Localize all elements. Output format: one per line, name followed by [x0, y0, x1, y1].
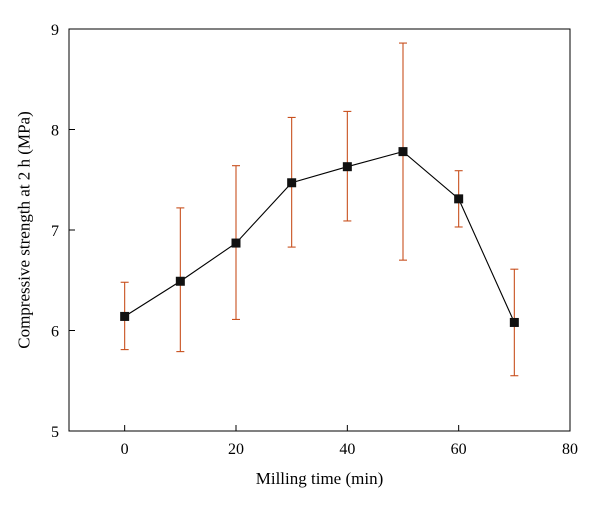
axes	[68, 28, 571, 432]
markers	[120, 147, 519, 327]
x-axis-title: Milling time (min)	[256, 469, 384, 488]
data-point	[175, 276, 185, 286]
plot-frame	[68, 28, 571, 432]
x-tick-label: 80	[562, 441, 578, 458]
error-bars	[120, 42, 519, 377]
data-point	[454, 194, 464, 204]
y-tick-label: 7	[51, 223, 59, 240]
series-line	[124, 151, 515, 323]
y-tick-label: 5	[51, 424, 59, 441]
x-tick-label: 0	[121, 441, 129, 458]
y-axis-title: Compressive strength at 2 h (MPa)	[15, 111, 34, 349]
data-point	[398, 147, 408, 157]
y-tick-label: 8	[51, 123, 59, 140]
data-point	[287, 178, 297, 188]
y-tick-label: 6	[51, 324, 59, 341]
data-point	[509, 317, 519, 327]
data-point	[120, 311, 130, 321]
data-point	[231, 238, 241, 248]
x-tick-label: 60	[451, 441, 467, 458]
x-tick-label: 20	[228, 441, 244, 458]
x-tick-label: 40	[339, 441, 355, 458]
data-point	[342, 162, 352, 172]
y-tick-label: 9	[51, 22, 59, 39]
ticks: 0 20 40 60 80 5 6 7 8 9	[51, 22, 578, 458]
